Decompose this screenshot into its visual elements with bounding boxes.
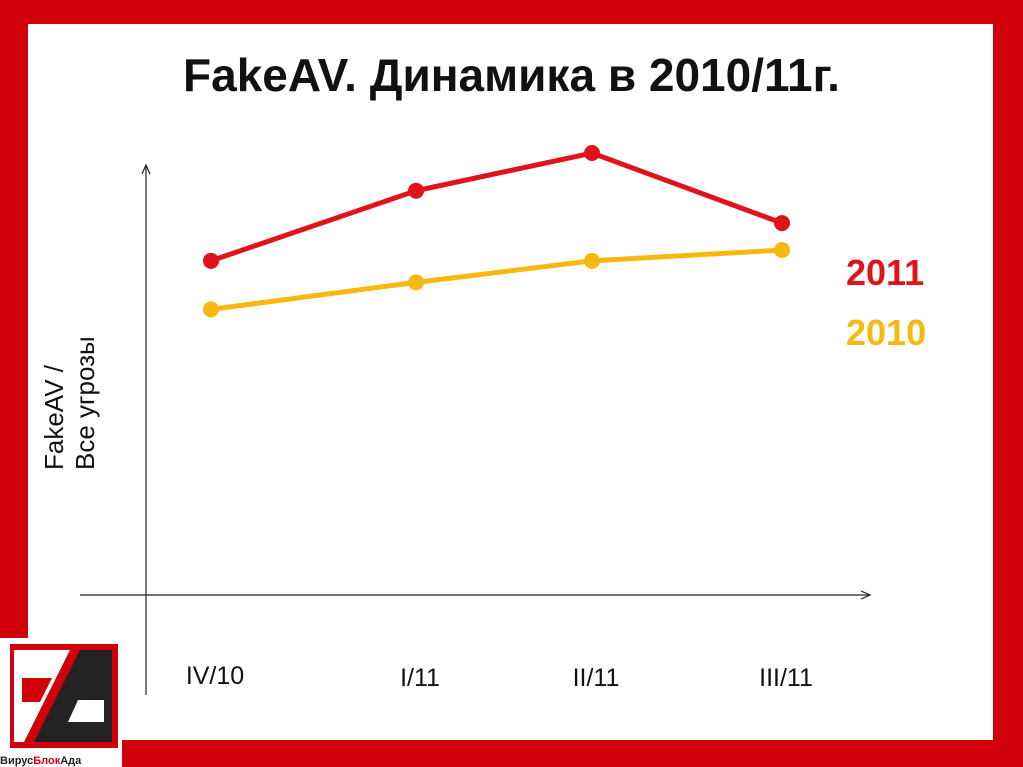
legend-2010: 2010 [846,312,927,353]
x-tick-label-III/11: III/11 [759,664,813,692]
logo-text-c: Ада [60,755,82,767]
x-tick-label-IV/10: IV/10 [186,662,244,690]
y-axis-arrow-icon [141,163,151,175]
series-line-2010 [210,247,783,312]
logo-mark-icon [10,644,118,748]
data-point-2010-IV/10 [203,301,219,318]
logo-text-a: Вирус [0,755,34,767]
data-point-2011-I/11 [408,182,424,199]
series-line-2011 [210,150,783,264]
x-tick-labels: IV/10 I/11 II/11 III/11 [186,662,813,692]
data-point-2011-III/11 [774,215,790,232]
chart-series [203,145,790,318]
data-point-2010-I/11 [408,274,424,291]
logo-text: ВирусБлокАда [0,755,122,767]
data-point-2010-III/11 [774,242,790,259]
x-tick-label-I/11: I/11 [400,664,440,692]
legend-2011: 2011 [846,252,925,293]
slide-background [28,24,993,740]
data-point-2011-IV/10 [203,252,219,269]
logo-text-b: Блок [33,755,61,767]
x-axis-arrow-icon [860,590,872,600]
slide-title: FakeAV. Динамика в 2010/11г. [183,49,840,101]
x-tick-label-II/11: II/11 [573,664,620,692]
y-axis-label: FakeAV / Все угрозы [39,336,101,470]
data-point-2011-II/11 [584,145,600,162]
y-axis-label-line2: Все угрозы [70,336,100,470]
chart-axes [80,163,872,695]
y-axis-label-line1: FakeAV / [39,364,69,470]
data-point-2010-II/11 [584,252,600,269]
virusblokada-logo: ВирусБлокАда [0,638,122,767]
